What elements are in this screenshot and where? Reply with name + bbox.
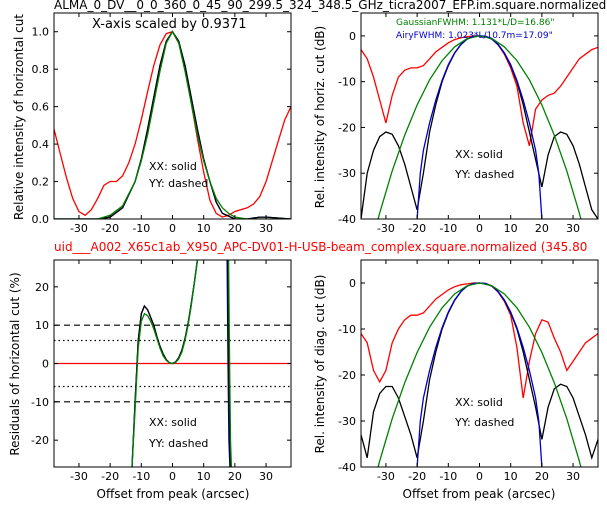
xlabel-bottom-left: Offset from peak (arcsec): [97, 487, 250, 501]
x-tick-label: 30: [566, 222, 580, 235]
x-tick-label: 0: [169, 222, 176, 235]
annotation-xx-solid: XX: solid: [149, 160, 197, 173]
x-tick-label: 0: [476, 222, 483, 235]
x-tick-label: -10: [439, 222, 457, 235]
x-tick-label: -20: [101, 470, 119, 483]
bottom-title: uid___A002_X65c1ab_X950_APC-DV01-H-USB-b…: [54, 240, 587, 254]
annotation-yy-dashed: YY: dashed: [148, 177, 208, 190]
ylabel-top-right: Rel. intensity of horiz. cut (dB): [313, 26, 327, 208]
annotation-xx-solid-br: XX: solid: [455, 396, 503, 409]
x-tick-label: -10: [132, 470, 150, 483]
panel-top-left: -30 -20 -10 0 10 20 30 0.0 0.2 0.4 0.6 0.8 1.0: [32, 12, 292, 235]
plot-area-0: [54, 30, 291, 219]
series-black-line: [361, 282, 598, 461]
x-tick-label: -20: [408, 222, 426, 235]
x-tick-label: -10: [132, 222, 150, 235]
annotation-yy-dashed-bl: YY: dashed: [148, 437, 208, 450]
annotation-x-scale: X-axis scaled by 0.9371: [92, 17, 247, 32]
series-green-line: [227, 260, 233, 467]
series-blue-line: [54, 30, 291, 219]
y-tick-label: -10: [338, 76, 356, 89]
x-tick-label: 10: [197, 470, 211, 483]
y-tick-label: -40: [338, 461, 356, 474]
x-tick-label: -20: [408, 470, 426, 483]
annotation-airy-fwhm: AiryFWHM: 1.023*L/10.7m=17.09": [396, 31, 553, 41]
series-green-line: [377, 282, 582, 467]
annotation-yy-dashed-tr: YY: dashed: [454, 168, 514, 181]
x-tick-label: -30: [377, 470, 395, 483]
y-tick-label: 0: [42, 358, 49, 371]
y-tick-label: -10: [338, 323, 356, 336]
ylabel-bottom-right: Rel. intensity of diag. cut (dB): [313, 275, 327, 454]
series-green-line: [131, 260, 199, 467]
y-tick-label: 0.8: [32, 63, 50, 76]
x-tick-label: 30: [259, 222, 273, 235]
x-tick-label: 30: [566, 470, 580, 483]
x-tick-label: -20: [101, 222, 119, 235]
plot-area-2: [54, 260, 291, 467]
series-red-line: [361, 35, 598, 146]
y-tick-label: 0: [349, 277, 356, 290]
xlabel-bottom-right: Offset from peak (arcsec): [403, 487, 556, 501]
y-tick-label: 0.0: [32, 213, 50, 226]
x-tick-label: 20: [535, 222, 549, 235]
x-tick-label: 20: [228, 470, 242, 483]
x-tick-label: 10: [504, 222, 518, 235]
annotation-gaussian-fwhm: GaussianFWHM: 1.131*L/D=16.86": [396, 18, 554, 28]
series-black-line: [361, 35, 598, 219]
annotation-yy-dashed-br: YY: dashed: [454, 416, 514, 429]
y-tick-label: -30: [338, 167, 356, 180]
plot-area-1: [361, 35, 598, 219]
annotation-xx-solid-bl: XX: solid: [149, 416, 197, 429]
x-tick-label: 0: [476, 470, 483, 483]
series-black-line: [227, 260, 232, 467]
axes-frame: [360, 12, 599, 220]
x-tick-label: -30: [70, 470, 88, 483]
y-tick-label: -10: [31, 396, 49, 409]
x-tick-label: -30: [377, 222, 395, 235]
series-red-line: [361, 282, 598, 399]
x-tick-label: -30: [70, 222, 88, 235]
x-tick-label: 20: [535, 470, 549, 483]
ylabel-top-left: Relative intensity of horizontal cut: [12, 14, 26, 220]
x-tick-label: 20: [228, 222, 242, 235]
y-tick-label: 0.2: [32, 176, 50, 189]
y-tick-label: 20: [35, 281, 49, 294]
panel-bottom-left: -30 -20 -10 0 10 20 30 -20 -10 0 10 20: [31, 259, 292, 483]
y-tick-label: 1.0: [32, 26, 50, 39]
panel-top-right: -30 -20 -10 0 10 20 30 -40 -30 -20 -10 0: [338, 12, 599, 235]
series-green-line: [377, 35, 582, 219]
x-tick-label: 30: [259, 470, 273, 483]
series-blue-line: [416, 35, 543, 219]
y-tick-label: -40: [338, 213, 356, 226]
y-tick-label: -30: [338, 415, 356, 428]
series-green-line: [54, 30, 291, 219]
x-tick-label: 0: [169, 470, 176, 483]
panel-bottom-right: -30 -20 -10 0 10 20 30 -40 -30 -20 -10 0: [338, 259, 599, 483]
axes-frame: [360, 259, 599, 468]
x-tick-label: 10: [197, 222, 211, 235]
top-title: ALMA_0_DV__0_0_360_0_45_90_299.5_324_348…: [54, 0, 606, 12]
y-tick-label: -20: [338, 121, 356, 134]
y-tick-label: 0.4: [32, 138, 50, 151]
ylabel-bottom-left: Residuals of horizontal cut (%): [8, 272, 22, 455]
plot-area-3: [361, 282, 598, 467]
x-tick-label: -10: [439, 470, 457, 483]
y-tick-label: -20: [338, 369, 356, 382]
y-tick-label: 0: [349, 30, 356, 43]
y-tick-label: 0.6: [32, 101, 50, 114]
y-tick-label: 10: [35, 319, 49, 332]
series-blue-line: [416, 282, 543, 467]
annotation-xx-solid-tr: XX: solid: [455, 148, 503, 161]
y-tick-label: -20: [31, 434, 49, 447]
series-black-line: [54, 30, 291, 219]
x-tick-label: 10: [504, 470, 518, 483]
